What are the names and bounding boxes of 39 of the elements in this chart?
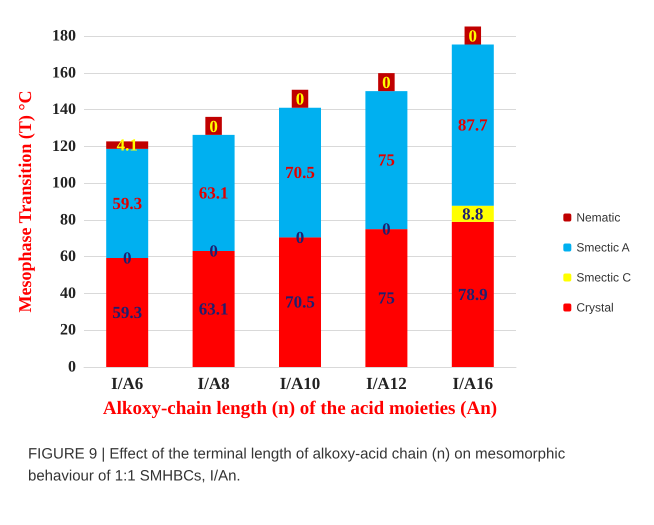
y-tick-label: 160 bbox=[52, 64, 76, 82]
y-tick-label: 120 bbox=[52, 138, 76, 155]
x-tick-label: I/A6 bbox=[111, 374, 144, 393]
data-label: 75 bbox=[378, 288, 395, 308]
y-tick-label: 100 bbox=[52, 174, 76, 192]
data-label: 87.7 bbox=[458, 116, 488, 135]
data-label: 63.1 bbox=[198, 299, 228, 318]
annotation: 0 bbox=[382, 73, 391, 92]
data-label: 75 bbox=[378, 150, 395, 170]
data-label: 63.1 bbox=[198, 183, 228, 202]
data-label: 59.3 bbox=[112, 302, 142, 322]
caption: FIGURE 9 | Effect of the terminal length of alkoxy-acid chain (n) on mesomorphic behaviour of 1:1 SMHBCs, I/An. bbox=[28, 446, 570, 484]
x-axis-title: Alkoxy-chain length (n) of the acid moieties (An) bbox=[102, 398, 498, 419]
legend-label: Nematic bbox=[576, 210, 620, 224]
legend-label: Smectic A bbox=[576, 240, 630, 254]
y-tick-label: 80 bbox=[60, 211, 76, 228]
y-tick-label: 0 bbox=[68, 358, 76, 376]
y-tick-label: 140 bbox=[52, 101, 76, 118]
annotation: 0 bbox=[209, 116, 218, 136]
x-tick-label: I/A8 bbox=[198, 374, 230, 393]
y-tick-label: 40 bbox=[60, 284, 76, 302]
data-label: 70.5 bbox=[285, 292, 315, 312]
bar bbox=[452, 44, 494, 206]
annotation: 0 bbox=[468, 26, 478, 46]
legend-label: Smectic C bbox=[576, 270, 632, 284]
y-tick-label: 60 bbox=[60, 248, 76, 266]
data-label: 8.8 bbox=[462, 204, 484, 224]
y-axis-title: Mesophase Transition (T) °C bbox=[15, 90, 35, 313]
y-tick-label: 180 bbox=[52, 28, 76, 44]
data-label: 59.3 bbox=[112, 194, 142, 213]
legend-label: Crystal bbox=[576, 300, 614, 314]
data-label: 78.9 bbox=[458, 284, 488, 304]
x-tick-label: I/A16 bbox=[452, 374, 494, 393]
x-tick-label: I/A10 bbox=[280, 374, 320, 393]
y-tick-label: 20 bbox=[60, 322, 76, 339]
bar bbox=[452, 222, 494, 367]
data-label: 70.5 bbox=[285, 163, 315, 182]
annotation: 0 bbox=[296, 90, 304, 109]
x-tick-label: I/A12 bbox=[366, 374, 407, 393]
